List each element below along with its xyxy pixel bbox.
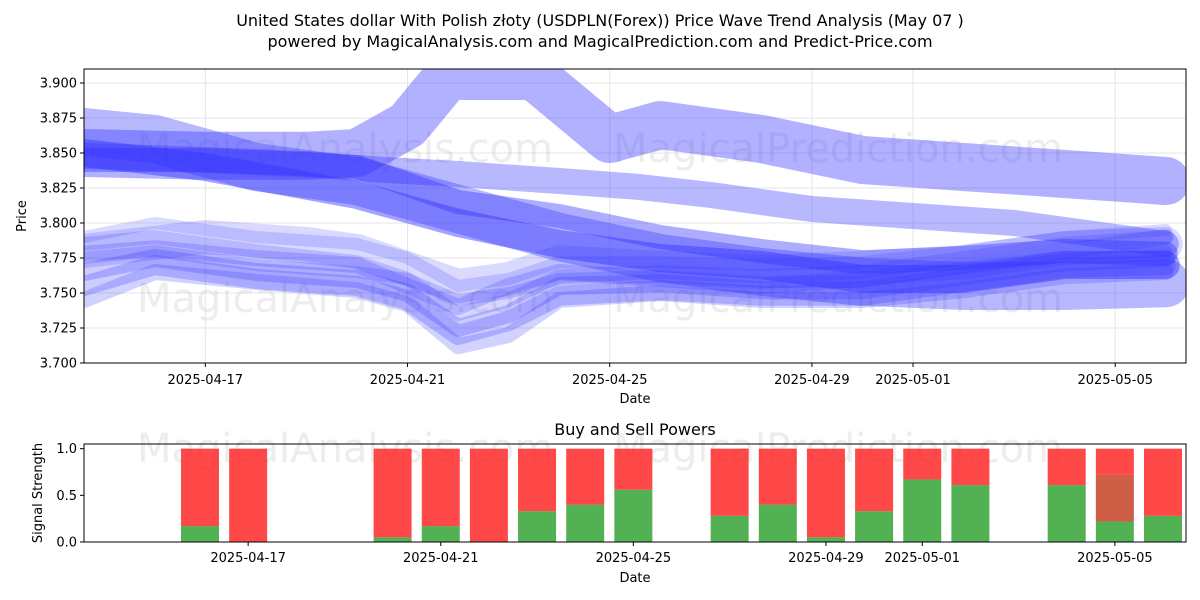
sell-power-bar (951, 448, 990, 486)
sell-power-bar (855, 448, 894, 512)
watermark-top-2: MagicalPrediction.com (613, 126, 1063, 172)
buy-power-bar (518, 511, 557, 542)
chart-subtitle: powered by MagicalAnalysis.com and Magic… (267, 32, 932, 51)
wave-series-2 (84, 108, 1186, 310)
wave-series-8 (84, 249, 1175, 337)
sell-power-bar (1047, 448, 1086, 486)
buy-power-bar (951, 485, 990, 542)
sell-power-bar (710, 448, 749, 516)
price-x-tick-label: 2025-05-05 (1077, 373, 1153, 388)
buy-sell-y-label: Signal Strength (31, 443, 46, 543)
price-y-tick-label: 3.825 (40, 182, 77, 197)
buy-power-bar (373, 537, 412, 542)
sell-power-bar (903, 448, 942, 480)
price-x-label: Date (619, 392, 650, 407)
sell-power-bar (614, 448, 653, 490)
signal-x-tick-label: 2025-05-05 (1077, 551, 1153, 566)
wave-series-3 (84, 139, 1180, 293)
watermark-top-4: MagicalPrediction.com (613, 276, 1063, 322)
price-y-tick-label: 3.900 (40, 77, 77, 92)
signal-x-tick-label: 2025-04-25 (596, 551, 672, 566)
sell-power-bar (758, 448, 797, 505)
signal-y-tick-label: 0.5 (56, 489, 77, 504)
signal-y-tick-label: 1.0 (56, 442, 77, 457)
price-y-tick-label: 3.725 (40, 322, 77, 337)
wave-series-1 (84, 142, 1179, 257)
price-wave-panel: MagicalAnalysis.com MagicalPrediction.co… (15, 68, 1187, 407)
buy-power-bar (758, 504, 797, 542)
buy-power-bar (1047, 485, 1086, 542)
price-x-tick-label: 2025-05-01 (875, 373, 951, 388)
sell-power-bar (469, 448, 508, 542)
signal-x-tick-label: 2025-04-29 (788, 551, 864, 566)
wave-series-10 (84, 245, 1172, 306)
wave-series-5 (84, 69, 1186, 205)
sell-power-bar (566, 448, 605, 505)
mixed-power-bar (1095, 474, 1134, 522)
price-y-tick-label: 3.750 (40, 287, 77, 302)
wave-series-9 (84, 255, 1176, 345)
price-y-tick-label: 3.875 (40, 112, 77, 127)
sell-power-bar (1144, 448, 1182, 516)
watermark-top-3: MagicalAnalysis.com (137, 276, 553, 322)
signal-y-ticks: 0.0 0.5 1.0 (56, 442, 84, 551)
price-y-tick-label: 3.850 (40, 147, 77, 162)
buy-sell-axes-frame (83, 443, 1187, 543)
wave-series-11 (84, 217, 1172, 292)
buy-power-bar (710, 515, 749, 542)
sell-power-bar (373, 448, 412, 538)
buy-sell-title: Buy and Sell Powers (554, 420, 716, 439)
price-y-label: Price (15, 200, 30, 232)
signal-x-tick-label: 2025-05-01 (884, 551, 960, 566)
signal-x-ticks: 2025-04-17 2025-04-21 2025-04-25 2025-04-29… (210, 542, 1153, 566)
price-x-ticks: 2025-04-17 2025-04-21 2025-04-25 2025-04-29… (168, 363, 1153, 388)
watermark-top-1: MagicalAnalysis.com (137, 126, 553, 172)
buy-power-bar (1144, 515, 1182, 542)
price-x-tick-label: 2025-04-25 (572, 373, 648, 388)
price-grid (84, 69, 1186, 364)
sell-power-bar (229, 448, 268, 542)
wave-series-7 (84, 230, 1173, 321)
sell-power-bar (181, 448, 219, 527)
sell-power-bar (1095, 448, 1134, 475)
buy-power-bar (421, 526, 460, 542)
buy-power-bar (806, 537, 845, 542)
price-y-tick-label: 3.800 (40, 217, 77, 232)
signal-y-tick-label: 0.0 (56, 536, 77, 551)
buy-power-bar (1095, 521, 1134, 542)
buy-power-bar (181, 526, 219, 542)
sell-power-bar (421, 448, 460, 527)
wave-series-4 (84, 148, 1178, 275)
buy-power-bar (855, 511, 894, 542)
price-x-tick-label: 2025-04-29 (774, 373, 850, 388)
buy-sell-bars (181, 448, 1182, 542)
wave-series-6 (84, 229, 1174, 315)
chart-title: United States dollar With Polish złoty (… (236, 11, 964, 30)
price-y-tick-label: 3.775 (40, 252, 77, 267)
signal-x-tick-label: 2025-04-17 (210, 551, 286, 566)
buy-power-bar (903, 479, 942, 542)
sell-power-bar (518, 448, 557, 512)
wave-series-13 (84, 220, 1183, 303)
buy-power-bar (566, 504, 605, 542)
wave-series-group (84, 69, 1186, 355)
buy-sell-panel: Buy and Sell Powers MagicalAnalysis.com … (31, 420, 1187, 586)
buy-power-bar (614, 489, 653, 542)
price-y-ticks: 3.700 3.725 3.750 3.775 3.800 3.825 3.850 3.875… (40, 77, 84, 372)
wave-series-12 (84, 264, 1174, 355)
sell-power-bar (806, 448, 845, 538)
price-axes-frame (83, 68, 1187, 364)
buy-sell-x-label: Date (619, 571, 650, 586)
price-y-tick-label: 3.700 (40, 357, 77, 372)
signal-x-tick-label: 2025-04-21 (403, 551, 479, 566)
price-x-tick-label: 2025-04-21 (370, 373, 446, 388)
price-x-tick-label: 2025-04-17 (168, 373, 244, 388)
